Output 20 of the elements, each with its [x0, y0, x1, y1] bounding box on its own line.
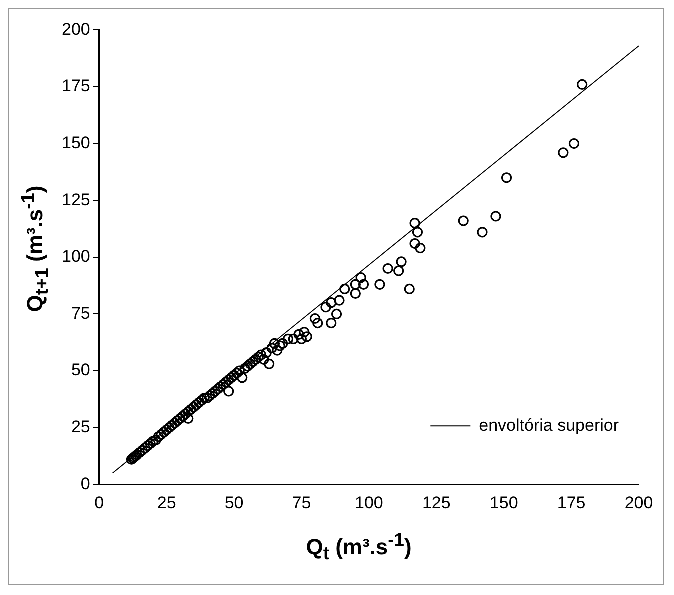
x-axis-title: Q$_{t}$ (m³.s$^{-1}$) — [305, 529, 413, 565]
x-tick-label: 25 — [157, 493, 176, 512]
y-tick-label: 50 — [71, 360, 90, 380]
y-tick-label: 150 — [62, 133, 90, 152]
y-tick-label: 175 — [62, 76, 90, 96]
y-tick-label: 100 — [62, 247, 90, 266]
x-tick-label: 150 — [490, 493, 518, 512]
x-tick-label: 125 — [422, 493, 451, 512]
y-tick-label: 200 — [62, 20, 90, 39]
x-tick-label: 175 — [557, 493, 586, 512]
x-tick-label: 100 — [354, 493, 384, 512]
x-tick-label: 50 — [224, 493, 244, 512]
legend-label: envoltória superior — [479, 416, 620, 435]
y-tick-label: 125 — [62, 190, 90, 210]
x-tick-label: 200 — [624, 493, 654, 512]
x-tick-label: 75 — [292, 493, 312, 512]
y-tick-label: 25 — [71, 417, 90, 436]
y-tick-label: 75 — [71, 304, 90, 323]
x-tick-label: 0 — [94, 493, 104, 512]
y-tick-label: 0 — [80, 474, 90, 494]
